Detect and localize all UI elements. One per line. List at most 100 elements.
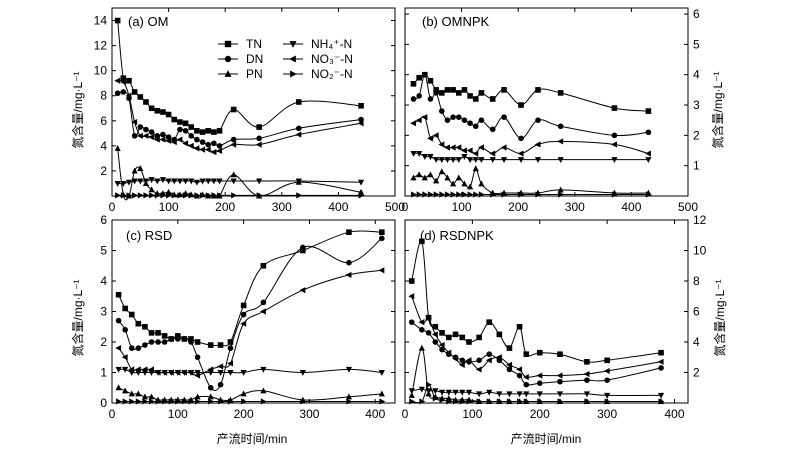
data-point [137, 124, 144, 130]
data-point [135, 398, 142, 405]
data-point [461, 87, 468, 93]
data-point [459, 334, 466, 341]
series-triangle-down [408, 386, 665, 399]
data-point [459, 389, 466, 396]
data-point [210, 149, 217, 156]
data-point [358, 102, 364, 109]
data-point [260, 366, 267, 373]
data-point [557, 351, 563, 357]
data-point [114, 77, 121, 84]
data-point [207, 393, 214, 400]
data-point [445, 349, 452, 356]
data-point [115, 317, 122, 324]
data-point [131, 178, 138, 185]
data-point [416, 171, 423, 178]
panel-1: 0 100 200 300 400 500 1 2 3 4 5 6 [402, 7, 700, 214]
data-point [535, 117, 541, 123]
x-tick-label: 400 [665, 407, 685, 421]
data-point [295, 178, 302, 185]
data-point [478, 144, 484, 151]
data-point [154, 107, 161, 114]
data-point [165, 111, 172, 118]
data-point [518, 102, 524, 108]
data-point [604, 398, 611, 405]
y-tick-label: 2 [100, 164, 107, 178]
data-point [478, 180, 485, 187]
y-tick-label: 1 [100, 366, 107, 380]
data-point [194, 136, 200, 143]
data-point [300, 398, 307, 405]
data-point [194, 128, 200, 134]
data-point [496, 398, 503, 405]
data-point [516, 366, 523, 373]
data-point [378, 369, 385, 376]
data-point [478, 191, 485, 198]
data-point [217, 192, 223, 199]
data-point [410, 120, 417, 127]
data-point [536, 391, 543, 398]
data-point [604, 377, 610, 383]
series-triangle-right [116, 398, 386, 405]
data-point [466, 339, 472, 345]
data-point [120, 180, 127, 187]
data-point [444, 191, 451, 198]
data-point [199, 139, 206, 145]
data-point [506, 345, 513, 351]
data-point [419, 398, 426, 405]
data-point [181, 398, 188, 405]
data-point [260, 398, 267, 405]
data-point [296, 192, 303, 199]
data-point [148, 393, 155, 400]
data-point [459, 357, 466, 364]
data-point [357, 120, 364, 127]
data-point [159, 136, 166, 143]
data-point [136, 132, 143, 139]
data-point [415, 117, 422, 124]
panel-title-omnpk: (b) OMNPK [422, 14, 490, 29]
data-point [432, 395, 439, 402]
data-point [345, 271, 352, 278]
data-point [129, 398, 136, 405]
x-tick-label: 400 [621, 200, 641, 214]
data-point [230, 178, 237, 185]
data-point [137, 178, 144, 185]
data-point [486, 319, 493, 325]
data-point [467, 120, 473, 127]
data-point [299, 287, 306, 294]
data-point [379, 398, 386, 405]
data-point [167, 369, 174, 376]
data-point [217, 381, 224, 388]
y-tick-label: 3 [100, 305, 107, 319]
data-point [126, 77, 132, 84]
data-point [131, 167, 138, 174]
data-point [170, 139, 177, 146]
data-point [604, 357, 610, 364]
data-point [466, 398, 473, 405]
data-point [489, 126, 496, 133]
data-point [558, 191, 565, 198]
data-point [433, 90, 439, 96]
data-point [115, 291, 122, 298]
data-point [438, 141, 445, 148]
data-point [240, 390, 247, 397]
data-point [114, 17, 121, 24]
data-point [461, 117, 468, 123]
data-point [534, 141, 541, 148]
data-point [171, 178, 178, 185]
data-point [131, 118, 138, 126]
data-point [408, 278, 415, 284]
data-point [346, 229, 352, 235]
data-point [516, 372, 523, 379]
data-point [458, 361, 465, 368]
legend-label: TN [246, 37, 262, 51]
data-point [523, 381, 530, 388]
data-point [210, 178, 217, 185]
data-point [128, 311, 135, 318]
data-point [155, 330, 161, 336]
data-point [476, 357, 482, 364]
series-square [408, 238, 664, 365]
data-point [114, 90, 121, 97]
data-point [427, 135, 433, 142]
data-point [230, 136, 237, 143]
data-point [410, 191, 417, 198]
